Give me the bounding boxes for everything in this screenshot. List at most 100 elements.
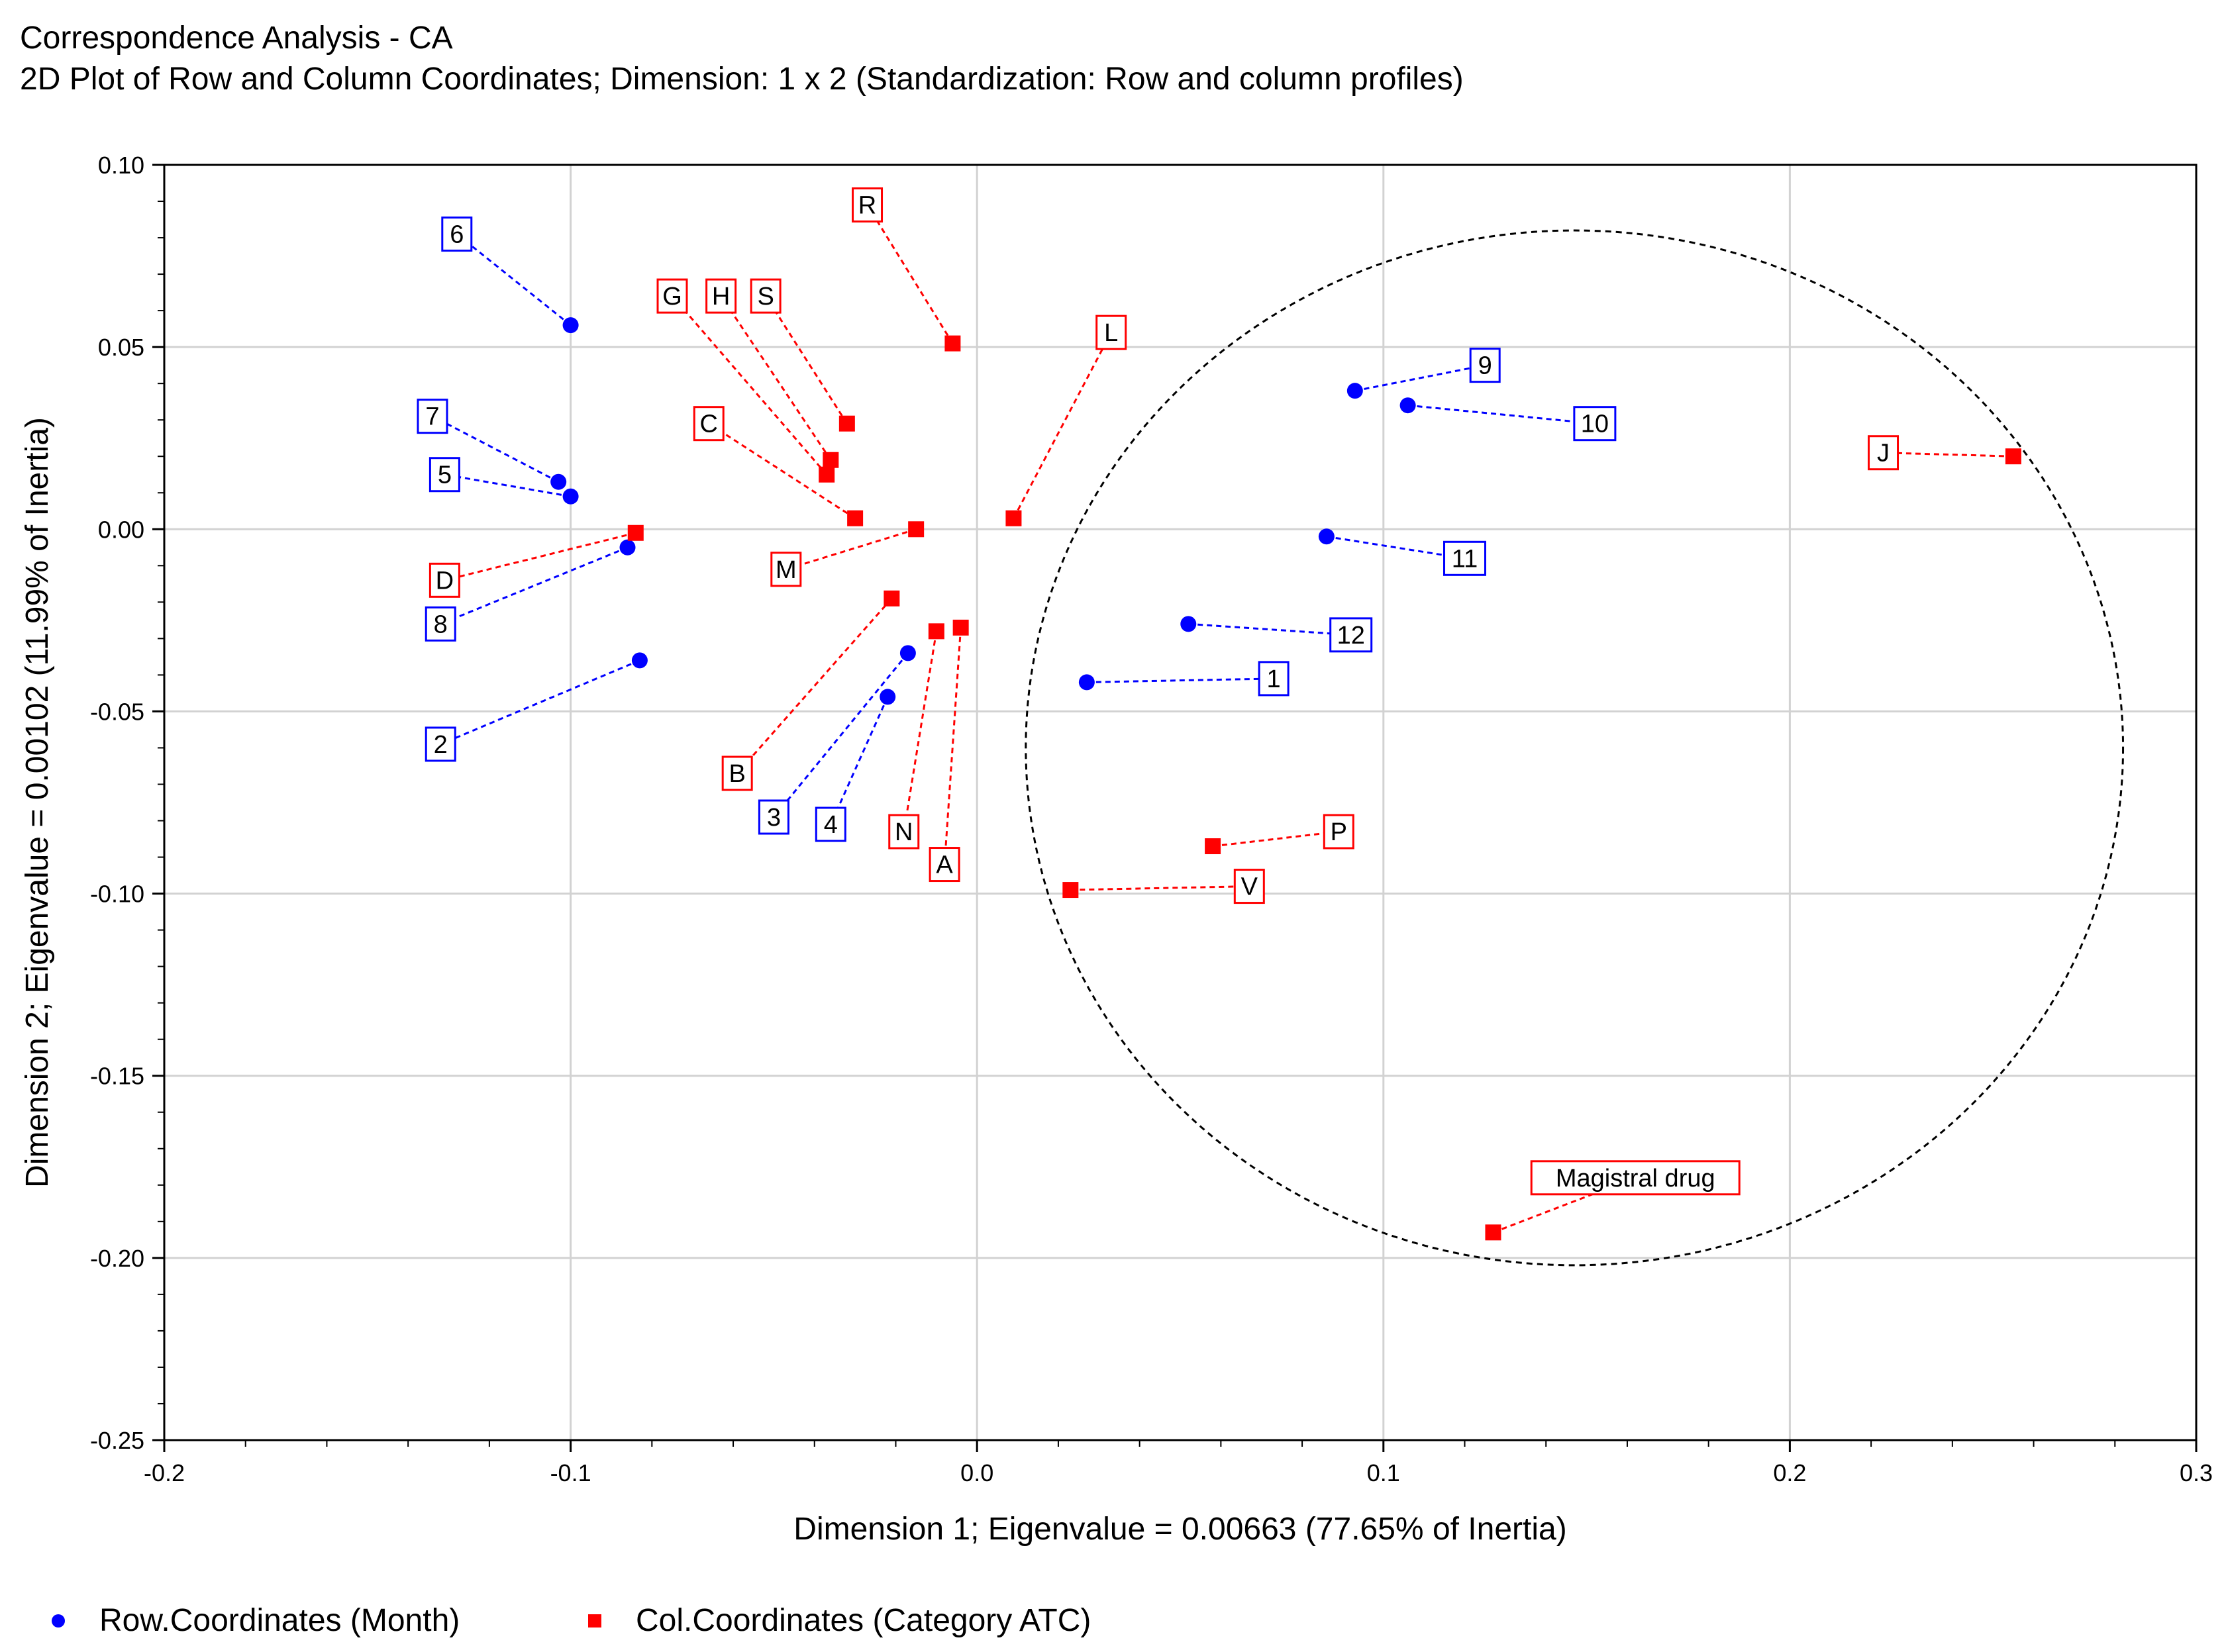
point-label-box [1095, 315, 1127, 350]
leader-line [671, 295, 828, 475]
point-label-text: C [699, 411, 717, 438]
point-label: 7 [417, 399, 448, 434]
chart-title: Correspondence Analysis - CA [20, 21, 453, 56]
point-label-box [429, 457, 460, 493]
point-label-text: G [662, 283, 682, 311]
leader-line [440, 546, 629, 625]
point-label: 8 [425, 606, 456, 642]
y-tick-label: -0.20 [90, 1245, 144, 1272]
point-label-text: 8 [434, 610, 448, 638]
point-label: S [750, 278, 782, 314]
point-label-text: 3 [767, 804, 781, 832]
point-label-box [758, 799, 789, 835]
leader-line [708, 422, 856, 520]
point-label-box [705, 278, 737, 314]
point-label-text: J [1877, 440, 1890, 467]
dashed-circle-annotation [1025, 229, 2125, 1267]
row-point-marker [1346, 383, 1363, 399]
x-tick-label: -0.1 [550, 1459, 591, 1486]
row-point-marker [899, 645, 916, 661]
col-point-marker [823, 452, 839, 468]
y-tick-label: -0.15 [90, 1063, 144, 1090]
point-label: C [693, 406, 725, 442]
point-label: L [1095, 315, 1127, 350]
leader-line [764, 295, 848, 424]
row-point-marker [550, 473, 567, 490]
plot-frame [163, 164, 2198, 1441]
point-label-box [1323, 814, 1354, 850]
point-label-box [417, 399, 448, 434]
point-label-text: D [436, 567, 454, 595]
point-label-text: V [1241, 873, 1258, 901]
point-label-box [888, 814, 920, 850]
circle-marker-icon [52, 1614, 65, 1628]
point-label-text: 12 [1337, 622, 1365, 650]
leader-line [1070, 885, 1250, 891]
legend-row-label: Row.Coordinates (Month) [99, 1603, 460, 1638]
tick-labels: -0.2 -0.1 0.0 0.1 0.2 0.3 0.10 0.05 0.00 -0.05 -0.… [90, 152, 2213, 1486]
point-label: H [705, 278, 737, 314]
point-label-text: R [858, 192, 876, 220]
point-label-text: N [895, 818, 913, 846]
point-label: Magistral drug [1530, 1160, 1741, 1196]
point-label-box [815, 806, 846, 842]
row-point-marker [562, 488, 579, 505]
point-label: 11 [1443, 540, 1487, 576]
col-point-marker [838, 415, 855, 432]
point-label: 2 [425, 726, 456, 762]
leader-lines [432, 204, 2013, 1234]
y-tick-label: -0.05 [90, 698, 144, 725]
leader-line [444, 473, 571, 498]
row-point-marker [880, 689, 896, 705]
point-label-box [441, 217, 473, 252]
row-point-marker [1318, 528, 1335, 545]
col-point-marker [1062, 882, 1079, 899]
point-label-text: P [1331, 818, 1347, 846]
col-point-marker [944, 335, 961, 352]
point-label-box [721, 755, 753, 791]
legend-row-coordinates: Row.Coordinates (Month) [52, 1602, 460, 1639]
leader-line [1212, 830, 1339, 848]
leader-line [1326, 535, 1465, 559]
y-tick-label: 0.00 [98, 516, 144, 543]
point-label-text: 10 [1581, 411, 1609, 438]
col-point-marker [884, 590, 900, 607]
leader-line [1492, 1177, 1636, 1234]
point-label: N [888, 814, 920, 850]
row-point-marker [631, 652, 648, 669]
point-label: 5 [429, 457, 460, 493]
point-label-box [770, 552, 802, 587]
point-label-box [693, 406, 725, 442]
point-label-box [852, 187, 884, 223]
y-tick-label: -0.10 [90, 881, 144, 908]
col-point-marker [627, 524, 644, 541]
point-label-text: Magistral drug [1556, 1165, 1715, 1192]
col-point-marker [928, 623, 944, 640]
point-label-text: 4 [824, 811, 838, 839]
point-label-text: H [712, 283, 730, 311]
leader-line [1883, 452, 2013, 458]
leader-line [773, 652, 909, 818]
x-tick-label: 0.0 [960, 1459, 993, 1486]
point-label-box [1469, 348, 1501, 383]
y-tick-label: 0.05 [98, 334, 144, 361]
col-point-marker [952, 619, 969, 636]
col-point-marker [847, 510, 864, 526]
leader-line [785, 528, 917, 571]
row-point-marker [562, 317, 579, 334]
leader-line [903, 631, 938, 832]
point-label-box [1258, 661, 1290, 697]
axis-ticks [152, 164, 2198, 1452]
point-label-box [1233, 869, 1265, 904]
point-label: J [1868, 435, 1899, 471]
point-label: 10 [1573, 406, 1617, 442]
leader-line [456, 233, 572, 326]
col-point-marker [819, 466, 835, 483]
leader-line [1086, 677, 1274, 683]
point-label-box [929, 847, 960, 883]
col-point-marker [1005, 510, 1022, 526]
x-axis-title: Dimension 1; Eigenvalue = 0.00663 (77.65… [793, 1512, 1566, 1547]
point-label: 3 [758, 799, 789, 835]
point-label-box [656, 278, 688, 314]
